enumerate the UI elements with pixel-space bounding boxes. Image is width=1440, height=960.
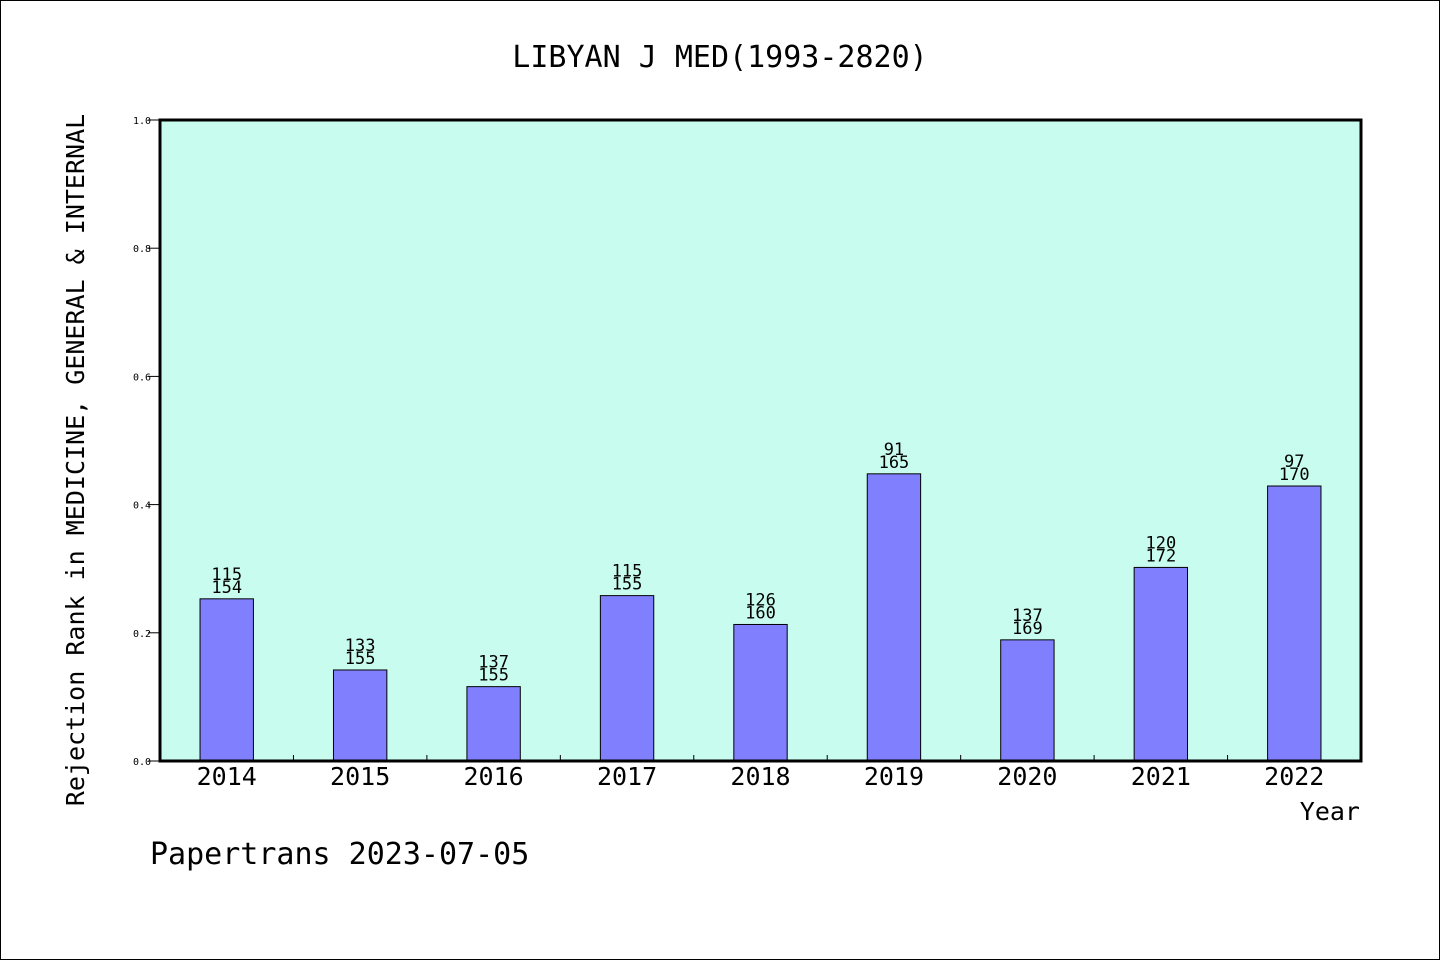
x-tick-label: 2016 [464,762,524,791]
bar-2018 [733,623,788,762]
plot-border [158,118,1363,763]
y-axis: 0.0 0.2 0.4 0.6 0.8 1.0 [133,116,160,768]
bar-total-label: 172 [1145,546,1176,566]
bar-total-label: 170 [1279,465,1310,485]
bar-2020 [1000,639,1055,762]
x-tick-label: 2019 [864,762,924,791]
bar-2019 [866,473,922,762]
bar-2022 [1267,485,1322,762]
bar-2021 [1133,566,1189,762]
bar-rank-label: 133 [345,636,376,656]
bar-total-label: 160 [745,603,776,623]
bar-rank-label: 91 [884,440,904,460]
bar-rank-label: 97 [1284,452,1304,472]
bar-2017 [599,595,655,762]
bar-rank-label: 115 [211,565,242,585]
x-tick-label: 2018 [730,762,790,791]
y-tick-label: 0.0 [133,757,151,768]
chart-title: LIBYAN J MED(1993-2820) [512,40,927,75]
bar-total-label: 165 [879,453,910,473]
bar-total-label: 155 [478,666,509,686]
y-axis-label: Rejection Rank in MEDICINE, GENERAL & IN… [61,114,90,806]
bar-total-label: 154 [211,578,242,598]
bar-rank-label: 137 [1012,606,1043,626]
bar-total-label: 155 [612,575,643,595]
x-tick-label: 2015 [330,762,390,791]
x-tick-label: 2017 [597,762,657,791]
bar-2016 [466,686,521,762]
bar-rank-label: 115 [612,562,643,582]
y-tick-label: 0.6 [133,372,151,383]
bar-rank-label: 137 [478,653,509,673]
x-tick-label: 2014 [197,762,257,791]
x-tick-label: 2021 [1131,762,1191,791]
x-tick-label: 2020 [997,762,1057,791]
y-tick-label: 0.4 [133,501,151,512]
bar-rank-label: 120 [1145,533,1176,553]
y-tick-label: 0.8 [133,244,151,255]
x-tick-label: 2022 [1264,762,1324,791]
bar-2015 [332,669,388,762]
bar-2014 [199,598,254,762]
footer-credit: Papertrans 2023-07-05 [150,837,529,872]
x-axis: 2014 2015 2016 2017 2018 2019 2020 2021 2022 [197,755,1324,791]
bar-rank-label: 126 [745,590,776,610]
bar-total-label: 169 [1012,619,1043,639]
y-tick-label: 1.0 [133,116,151,127]
y-tick-label: 0.2 [133,629,151,640]
x-axis-label: Year [1300,797,1360,826]
bar-total-label: 155 [345,649,376,669]
